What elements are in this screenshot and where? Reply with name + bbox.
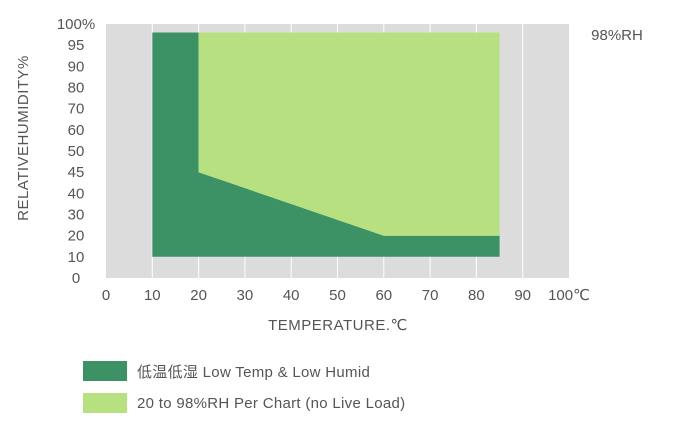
chart: 0 10 20 30 40 45 50 60 70 80 90 95 100% 0 10 20 30 40 50 6… [15,16,643,334]
y-tick-label: 90 [68,58,85,75]
y-tick-label: 100% [57,16,95,33]
x-tick-label: 60 [375,287,392,304]
x-tick-label: 0 [102,287,110,304]
area-series-0 [152,32,500,257]
x-tick-label: 10 [144,287,161,304]
y-tick-label: 10 [68,249,85,266]
legend-item-per-chart: 20 to 98%RH Per Chart (no Live Load) [83,390,405,416]
y-tick-label: 80 [68,80,85,97]
y-axis-ticks: 0 10 20 30 40 45 50 60 70 80 90 95 100% [57,16,95,287]
y-tick-label: 70 [68,101,85,118]
y-tick-label: 20 [68,228,85,245]
x-axis-title: TEMPERATURE.℃ [268,317,408,334]
legend-item-low-temp-low-humid: 低温低湿 Low Temp & Low Humid [83,358,405,384]
corner-label: 98%RH [591,27,643,44]
x-tick-label: 80 [468,287,485,304]
x-tick-label: 100℃ [548,287,590,304]
x-tick-label: 70 [422,287,439,304]
y-tick-label: 30 [68,207,85,224]
y-tick-label: 60 [68,122,85,139]
x-axis-ticks: 0 10 20 30 40 50 60 70 80 90 100℃ [102,287,590,304]
legend-label-low-temp-low-humid: 低温低湿 Low Temp & Low Humid [137,363,371,381]
legend-swatch-per-chart [83,393,127,413]
legend: 低温低湿 Low Temp & Low Humid 20 to 98%RH Pe… [83,358,405,422]
legend-label-per-chart: 20 to 98%RH Per Chart (no Live Load) [137,394,406,412]
legend-swatch-low-temp-low-humid [83,361,127,381]
y-tick-label: 95 [68,37,85,54]
x-tick-label: 20 [190,287,207,304]
x-tick-label: 50 [329,287,346,304]
x-tick-label: 90 [514,287,531,304]
y-tick-label: 40 [68,185,85,202]
x-tick-label: 30 [237,287,254,304]
data-areas [152,32,500,257]
y-tick-label: 45 [68,164,85,181]
area-series-1 [198,32,500,236]
y-axis-title: RELATIVEHUMIDITY% [15,55,32,221]
y-tick-label: 50 [68,143,85,160]
y-tick-label: 0 [72,270,80,287]
x-tick-label: 40 [283,287,300,304]
